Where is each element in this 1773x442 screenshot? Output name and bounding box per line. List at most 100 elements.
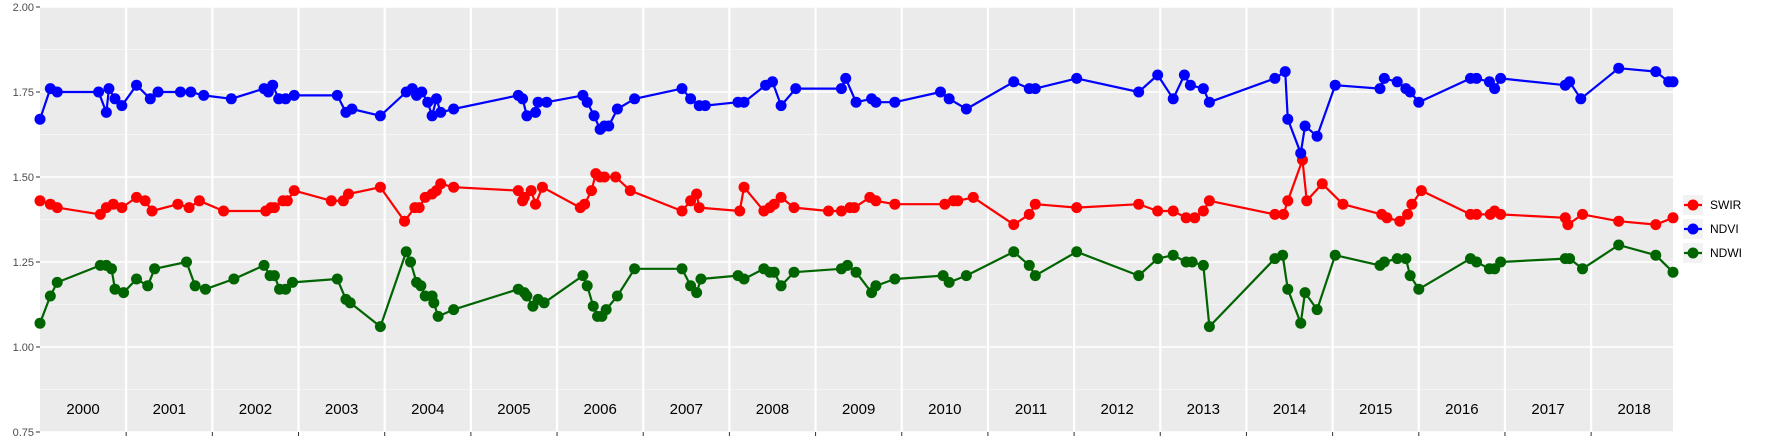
data-point-swir <box>288 185 300 197</box>
data-point-swir <box>788 202 800 214</box>
legend-key-point <box>1687 223 1699 235</box>
data-point-swir <box>1562 219 1574 231</box>
y-tick-label: 1.50 <box>13 172 34 184</box>
data-point-ndwi <box>1282 283 1294 295</box>
data-point-ndwi <box>1577 263 1589 275</box>
data-point-swir <box>448 181 460 193</box>
data-point-ndvi <box>629 93 641 105</box>
y-tick-label: 1.75 <box>13 87 34 99</box>
data-point-swir <box>1203 195 1215 207</box>
data-point-ndvi <box>288 89 300 101</box>
data-point-ndvi <box>738 96 750 108</box>
year-label: 2003 <box>325 401 358 418</box>
series-ndwi <box>34 239 1679 333</box>
year-label: 2008 <box>756 401 789 418</box>
data-point-ndvi <box>532 96 544 108</box>
data-point-swir <box>939 198 951 210</box>
y-tick-label: 2.00 <box>13 2 34 14</box>
data-point-ndwi <box>538 297 550 309</box>
data-point-ndwi <box>280 283 292 295</box>
legend-key-point <box>1687 199 1699 211</box>
data-point-swir <box>343 188 354 200</box>
data-point-ndwi <box>34 317 46 329</box>
data-point-ndwi <box>788 266 800 278</box>
data-point-ndwi <box>889 273 901 285</box>
data-point-ndwi <box>400 246 412 258</box>
year-label: 2009 <box>842 401 875 418</box>
year-label: 2015 <box>1359 401 1392 418</box>
data-point-swir <box>1023 208 1035 220</box>
data-point-swir <box>1394 215 1406 227</box>
legend: SWIR NDVI NDWI <box>1683 195 1742 263</box>
data-point-ndwi <box>738 273 750 285</box>
data-point-swir <box>1167 205 1179 217</box>
data-point-ndvi <box>685 93 697 105</box>
data-point-swir <box>676 205 688 217</box>
year-label: 2018 <box>1618 401 1651 418</box>
data-point-swir <box>1613 215 1625 227</box>
data-point-ndvi <box>1471 72 1483 84</box>
data-point-ndvi <box>1167 93 1179 105</box>
data-point-ndvi <box>430 93 442 105</box>
data-point-ndvi <box>1650 66 1662 78</box>
data-point-swir <box>1316 178 1328 190</box>
data-point-swir <box>1381 212 1393 224</box>
data-point-swir <box>399 215 411 227</box>
data-point-ndwi <box>1650 249 1662 261</box>
data-point-ndvi <box>1071 72 1083 84</box>
data-point-swir <box>1415 185 1427 197</box>
data-point-swir <box>967 191 979 203</box>
data-point-swir <box>536 181 548 193</box>
data-point-ndwi <box>51 276 63 288</box>
data-point-ndvi <box>93 86 105 98</box>
data-point-ndwi <box>1197 259 1209 271</box>
data-point-ndwi <box>1391 253 1403 265</box>
data-point-ndwi <box>181 256 192 268</box>
data-point-swir <box>1152 205 1164 217</box>
data-point-ndvi <box>1282 113 1294 125</box>
data-point-swir <box>530 198 541 210</box>
data-point-ndvi <box>1178 69 1190 81</box>
data-point-ndwi <box>691 287 703 299</box>
data-point-ndvi <box>581 96 593 108</box>
data-point-ndvi <box>331 89 343 101</box>
data-point-ndwi <box>189 280 201 292</box>
data-point-ndwi <box>428 297 440 309</box>
data-point-swir <box>822 205 834 217</box>
year-label: 2004 <box>411 401 444 418</box>
data-point-ndwi <box>118 287 130 299</box>
data-point-ndvi <box>1008 76 1020 88</box>
data-point-ndvi <box>1613 62 1625 74</box>
data-point-ndvi <box>790 83 802 95</box>
data-point-ndvi <box>435 106 447 118</box>
data-point-ndwi <box>1495 256 1507 268</box>
year-label: 2001 <box>153 401 186 418</box>
data-point-ndvi <box>1269 72 1281 84</box>
data-point-ndwi <box>1277 249 1289 261</box>
y-axis: 0.75 1.00 1.25 1.50 1.75 2.00 <box>13 2 1592 439</box>
data-point-swir <box>1180 212 1192 224</box>
data-point-ndvi <box>1197 83 1209 95</box>
data-point-ndwi <box>374 321 386 333</box>
data-point-ndvi <box>943 93 955 105</box>
data-point-ndwi <box>405 256 417 268</box>
data-point-ndwi <box>1378 256 1390 268</box>
series-swir <box>34 154 1679 231</box>
y-tick-label: 0.75 <box>13 427 34 439</box>
data-point-ndwi <box>1667 266 1679 278</box>
data-point-ndwi <box>841 259 853 271</box>
data-point-ndwi <box>1133 270 1145 282</box>
data-point-swir <box>1301 195 1313 207</box>
data-point-swir <box>1008 219 1020 231</box>
data-point-swir <box>1650 219 1662 231</box>
year-label: 2012 <box>1100 401 1133 418</box>
data-point-ndwi <box>1613 239 1625 251</box>
data-point-ndvi <box>103 83 115 95</box>
data-point-ndwi <box>1564 253 1576 265</box>
y-tick-label: 1.00 <box>13 342 34 354</box>
data-point-swir <box>1197 205 1209 217</box>
data-point-ndvi <box>280 93 292 105</box>
year-label: 2017 <box>1531 401 1564 418</box>
data-point-ndvi <box>1495 72 1507 84</box>
data-point-ndvi <box>100 106 112 118</box>
